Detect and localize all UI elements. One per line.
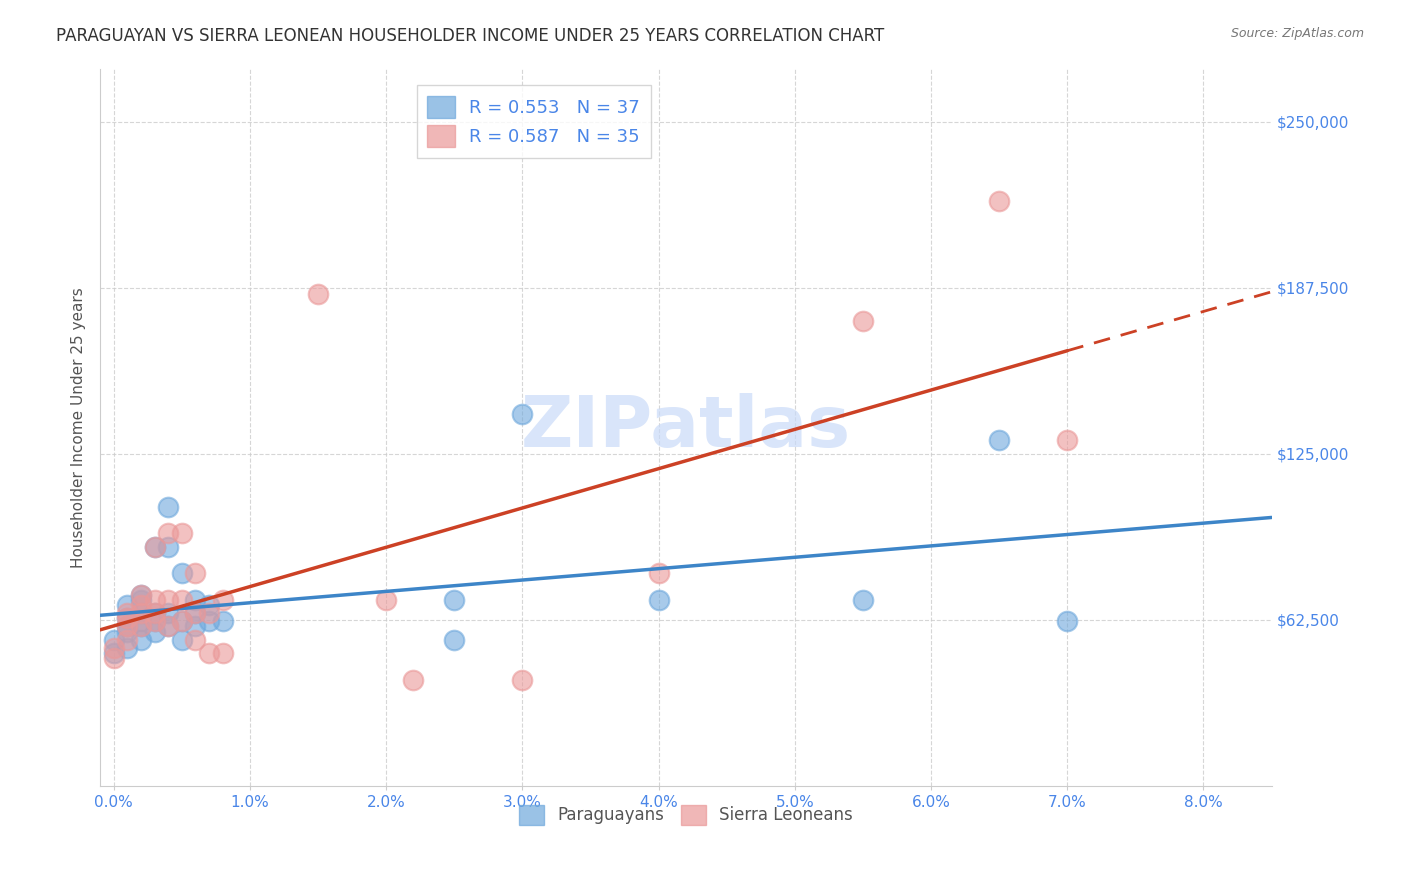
Point [198, 614, 221, 628]
Point [143, 540, 166, 554]
Point [143, 614, 166, 628]
Point [198, 606, 221, 620]
Point [129, 587, 152, 601]
Point [103, 640, 125, 655]
Point [184, 566, 207, 581]
Point [157, 540, 180, 554]
Point [375, 592, 398, 607]
Text: Source: ZipAtlas.com: Source: ZipAtlas.com [1230, 27, 1364, 40]
Point [170, 566, 193, 581]
Point [647, 592, 669, 607]
Point [117, 619, 139, 633]
Point [157, 526, 180, 541]
Point [143, 606, 166, 620]
Point [512, 407, 534, 421]
Point [129, 619, 152, 633]
Point [157, 592, 180, 607]
Point [647, 566, 669, 581]
Point [157, 606, 180, 620]
Point [170, 526, 193, 541]
Point [170, 632, 193, 647]
Point [103, 651, 125, 665]
Point [198, 598, 221, 612]
Point [129, 614, 152, 628]
Point [143, 606, 166, 620]
Point [117, 611, 139, 625]
Point [1056, 434, 1078, 448]
Point [129, 632, 152, 647]
Point [170, 592, 193, 607]
Point [129, 587, 152, 601]
Point [129, 592, 152, 607]
Point [402, 673, 425, 687]
Point [157, 500, 180, 514]
Text: PARAGUAYAN VS SIERRA LEONEAN HOUSEHOLDER INCOME UNDER 25 YEARS CORRELATION CHART: PARAGUAYAN VS SIERRA LEONEAN HOUSEHOLDER… [56, 27, 884, 45]
Text: ZIPatlas: ZIPatlas [520, 392, 851, 462]
Point [198, 646, 221, 660]
Point [143, 614, 166, 628]
Point [129, 619, 152, 633]
Point [143, 540, 166, 554]
Point [103, 646, 125, 660]
Point [157, 619, 180, 633]
Point [852, 592, 875, 607]
Point [170, 614, 193, 628]
Point [443, 592, 465, 607]
Point [211, 592, 233, 607]
Point [117, 624, 139, 639]
Point [443, 632, 465, 647]
Point [117, 598, 139, 612]
Point [1056, 614, 1078, 628]
Point [129, 606, 152, 620]
Point [143, 624, 166, 639]
Point [184, 606, 207, 620]
Point [117, 640, 139, 655]
Y-axis label: Householder Income Under 25 years: Householder Income Under 25 years [72, 287, 86, 567]
Point [211, 614, 233, 628]
Point [184, 632, 207, 647]
Point [117, 611, 139, 625]
Point [103, 632, 125, 647]
Point [117, 606, 139, 620]
Point [184, 619, 207, 633]
Point [184, 592, 207, 607]
Point [143, 592, 166, 607]
Point [307, 287, 329, 301]
Point [211, 646, 233, 660]
Point [852, 314, 875, 328]
Point [512, 673, 534, 687]
Point [184, 606, 207, 620]
Legend: Paraguayans, Sierra Leoneans: Paraguayans, Sierra Leoneans [509, 795, 863, 835]
Point [117, 632, 139, 647]
Point [988, 434, 1011, 448]
Point [170, 614, 193, 628]
Point [129, 598, 152, 612]
Point [129, 606, 152, 620]
Point [988, 194, 1011, 209]
Point [117, 619, 139, 633]
Point [157, 619, 180, 633]
